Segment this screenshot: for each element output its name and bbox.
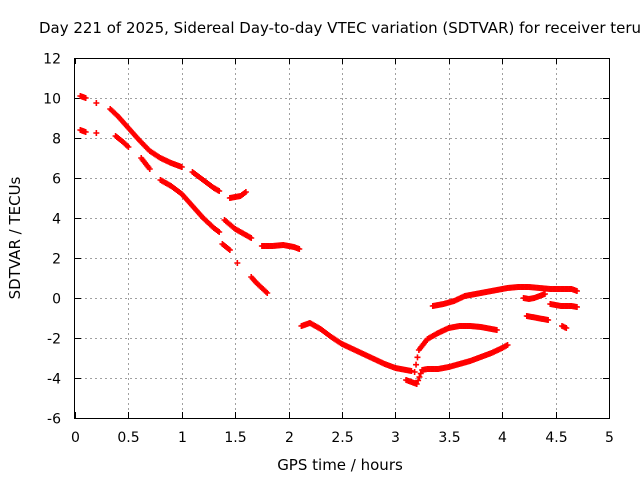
data-point [264,290,271,296]
series-lower_arc_2 [93,130,100,136]
chart-title: Day 221 of 2025, Sidereal Day-to-day VTE… [39,19,640,37]
series-upper_arc_5 [226,189,249,201]
y-tick-label: -2 [47,332,61,348]
x-tick-label: 3.5 [438,430,460,446]
data-point [408,368,415,374]
series-upper_arc_6 [221,217,255,241]
data-point [82,129,89,135]
y-tick-label: 10 [43,92,61,108]
x-tick-label: 1 [178,430,187,446]
y-tick-label: 6 [52,172,61,188]
series-upper_arc_3 [107,106,185,170]
data-point [411,369,418,375]
data-point [545,317,552,323]
x-tick-label: 3 [391,430,400,446]
data-point [242,189,249,195]
data-point [178,164,185,170]
data-point [504,342,511,348]
series-upper_arc_7 [258,242,303,252]
x-tick-label: 4 [498,430,507,446]
series-midday_arc [298,320,415,374]
y-tick-label: 12 [43,52,61,68]
series-lower_arc_4 [138,155,153,172]
data-point [93,100,100,106]
x-tick-label: 2.5 [331,430,353,446]
data-points [77,93,580,387]
data-point [93,130,100,136]
series-evening_arc_4 [523,313,552,323]
y-tick-label: -4 [47,372,61,388]
series-upper_arc_1 [77,93,89,101]
data-point [573,288,580,294]
x-tick-label: 4.5 [545,430,567,446]
data-point [216,188,223,194]
axis-ticks: 0 0.5 1 1.5 2 2.5 3 3.5 4 4.5 5 -6 -4 -2 0 2 4 6 8 10 12 [43,52,614,447]
data-point [573,304,580,310]
data-point [414,354,421,361]
data-point [82,95,89,101]
y-tick-label: -6 [47,412,61,428]
data-point [125,144,132,150]
data-point [226,247,233,253]
series-evening_arc_2 [520,291,548,302]
series-lower_arc_1 [77,127,89,135]
series-evening_arc_5 [559,323,570,331]
x-tick-label: 2 [285,430,294,446]
data-point [296,246,303,252]
y-tick-label: 4 [52,212,61,228]
x-tick-label: 0 [71,430,80,446]
series-upper_arc_2 [93,100,100,106]
data-point [216,229,223,235]
x-tick-label: 5 [605,430,614,446]
y-tick-label: 8 [52,132,61,148]
series-lower_arc_6 [219,241,233,253]
data-point [413,381,420,387]
data-point [234,260,241,266]
series-lower_arc_5 [157,177,223,235]
series-upper_arc_4 [189,169,223,194]
data-point [541,291,548,297]
data-point [493,327,500,333]
x-axis-label: GPS time / hours [277,456,403,474]
series-dip_arc [403,342,511,387]
y-axis-label: SDTVAR / TECUs [6,176,24,299]
series-evening_arc_1 [429,284,580,309]
series-lower_arc_8 [248,274,271,296]
y-tick-label: 2 [52,252,61,268]
data-point [413,361,420,368]
grid-lines [75,58,609,418]
y-tick-label: 0 [52,292,61,308]
data-point [417,370,424,377]
series-lower_arc_3 [112,133,132,150]
series-rising_arc [411,323,500,375]
data-point [563,325,570,331]
series-evening_arc_3 [547,301,580,310]
x-tick-label: 0.5 [117,430,139,446]
series-lower_arc_7 [234,260,241,266]
data-point [146,166,153,172]
data-point [415,377,422,384]
x-tick-label: 1.5 [224,430,246,446]
data-point [416,374,423,380]
data-point [248,235,255,241]
